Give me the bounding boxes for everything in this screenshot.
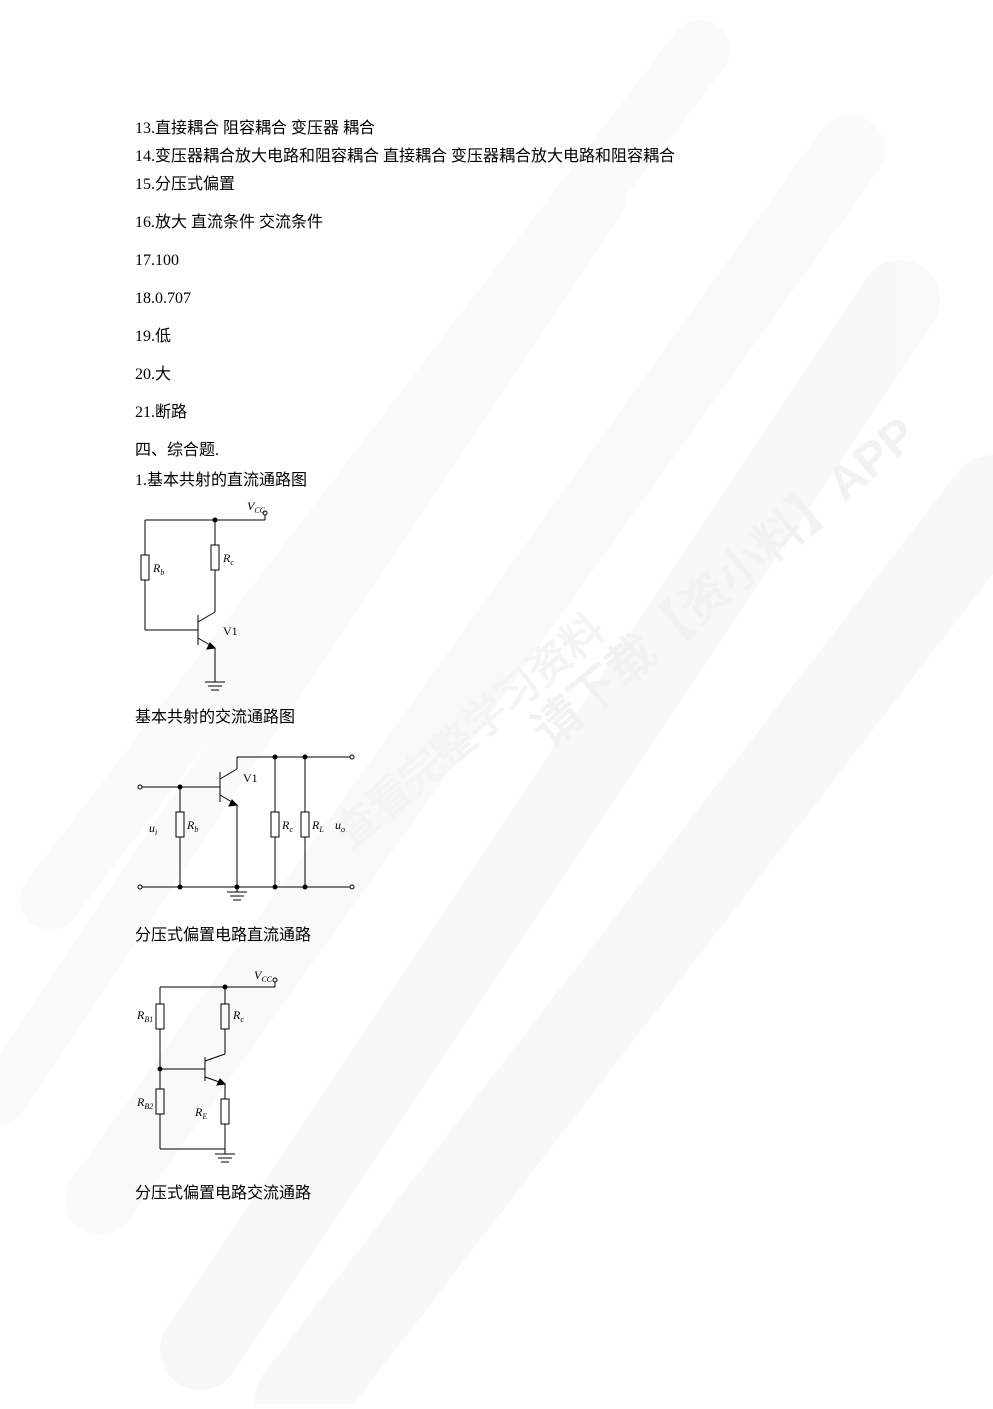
caption-dc-divider: 分压式偏置电路直流通路 <box>135 923 858 949</box>
svg-text:ui: ui <box>149 821 157 837</box>
svg-text:Rb: Rb <box>186 818 198 834</box>
document-content: 13.直接耦合 阻容耦合 变压器 耦合 14.变压器耦合放大电路和阻容耦合 直接… <box>0 0 993 1207</box>
svg-text:VCC: VCC <box>254 969 273 984</box>
answer-21: 21.断路 <box>135 400 858 426</box>
answer-19: 19.低 <box>135 324 858 350</box>
svg-text:Rc: Rc <box>281 818 293 834</box>
caption-ac-divider: 分压式偏置电路交流通路 <box>135 1181 858 1207</box>
svg-text:RL: RL <box>311 818 324 834</box>
circuit-dc-basic: VCC Rb Rc V1 <box>135 500 858 695</box>
svg-text:Rc: Rc <box>232 1008 244 1024</box>
svg-text:RB1: RB1 <box>136 1008 153 1024</box>
question-1: 1.基本共射的直流通路图 <box>135 468 858 494</box>
circuit-ac-basic: ui Rb Rc RL uo V1 <box>135 737 858 907</box>
section-heading: 四、综合题. <box>135 438 858 464</box>
answer-18: 18.0.707 <box>135 286 858 312</box>
caption-ac-basic: 基本共射的交流通路图 <box>135 705 858 731</box>
answer-15: 15.分压式偏置 <box>135 172 858 198</box>
svg-text:V1: V1 <box>223 624 238 638</box>
svg-text:VCC: VCC <box>247 500 266 515</box>
svg-text:uo: uo <box>335 818 345 834</box>
answer-14: 14.变压器耦合放大电路和阻容耦合 直接耦合 变压器耦合放大电路和阻容耦合 <box>135 144 858 170</box>
svg-text:RB2: RB2 <box>136 1095 153 1111</box>
answer-16: 16.放大 直流条件 交流条件 <box>135 210 858 236</box>
svg-text:V1: V1 <box>243 771 258 785</box>
answer-13: 13.直接耦合 阻容耦合 变压器 耦合 <box>135 116 858 142</box>
circuit-dc-divider: VCC RB1 RB2 Rc RE <box>135 969 858 1169</box>
svg-text:Rc: Rc <box>222 551 234 567</box>
svg-text:RE: RE <box>194 1105 207 1121</box>
svg-text:Rb: Rb <box>152 561 164 577</box>
answer-17: 17.100 <box>135 248 858 274</box>
answer-20: 20.大 <box>135 362 858 388</box>
